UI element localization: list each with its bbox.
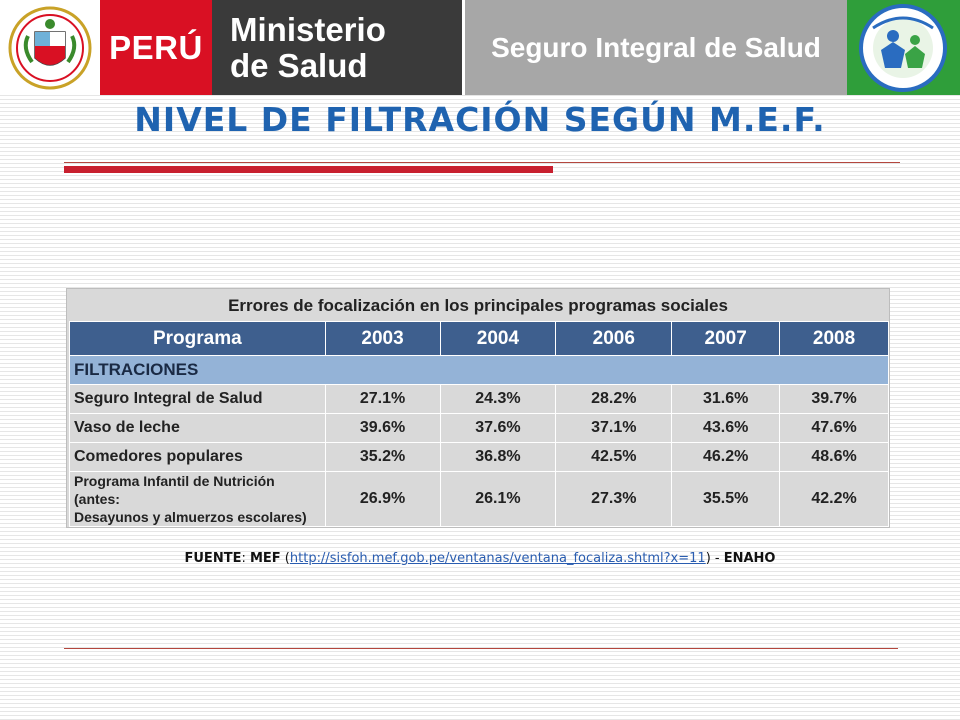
bottom-rule (64, 648, 898, 649)
peru-label: PERÚ (109, 28, 203, 66)
source-note: FUENTE: MEF (http://sisfoh.mef.gob.pe/ve… (0, 551, 960, 566)
value-cell: 42.2% (779, 471, 889, 527)
coat-of-arms-logo (0, 0, 100, 95)
top-rule-thick (64, 166, 553, 173)
value-cell: 47.6% (779, 413, 889, 443)
value-cell: 43.6% (671, 413, 781, 443)
value-cell: 35.5% (671, 471, 781, 527)
value-cell: 28.2% (555, 384, 673, 414)
top-rule-thin (64, 162, 900, 163)
value-cell: 26.9% (324, 471, 441, 527)
value-cell: 46.2% (671, 442, 781, 472)
value-cell: 39.6% (324, 413, 441, 443)
peru-seal-icon (8, 6, 92, 90)
value-cell: 35.2% (324, 442, 441, 472)
ministry-brand: Ministerio de Salud (212, 0, 462, 95)
header-banner: PERÚ Ministerio de Salud Seguro Integral… (0, 0, 960, 95)
program-name-line-2: Desayunos y almuerzos escolares) (74, 509, 307, 525)
value-cell: 31.6% (671, 384, 781, 414)
focalization-table: Programa 2003 2004 2006 2007 2008 FILTRA… (69, 321, 889, 527)
source-close: ) - (705, 551, 724, 566)
source-label: FUENTE (184, 551, 242, 566)
value-cell: 42.5% (555, 442, 673, 472)
column-header: 2008 (779, 321, 889, 356)
program-name-line-1: Programa Infantil de Nutrición (antes: (74, 473, 275, 507)
column-header: 2007 (671, 321, 781, 356)
program-name: Programa Infantil de Nutrición (antes: D… (69, 471, 326, 527)
slide-title: NIVEL DE FILTRACIÓN SEGÚN M.E.F. (134, 100, 826, 139)
value-cell: 37.6% (439, 413, 557, 443)
program-name: Comedores populares (69, 442, 326, 472)
source-link[interactable]: http://sisfoh.mef.gob.pe/ventanas/ventan… (289, 551, 706, 566)
table-header-row: Programa 2003 2004 2006 2007 2008 (69, 321, 889, 356)
table-row: Programa Infantil de Nutrición (antes: D… (69, 471, 889, 527)
sis-brand: Seguro Integral de Salud (462, 0, 847, 95)
program-name: Vaso de leche (69, 413, 326, 443)
value-cell: 24.3% (439, 384, 557, 414)
aseguramiento-emblem-icon (859, 4, 947, 92)
program-name: Seguro Integral de Salud (69, 384, 326, 414)
section-row: FILTRACIONES (69, 355, 889, 385)
source-separator: : (241, 551, 250, 566)
table-row: Seguro Integral de Salud 27.1% 24.3% 28.… (69, 384, 889, 414)
value-cell: 48.6% (779, 442, 889, 472)
table-row: Comedores populares 35.2% 36.8% 42.5% 46… (69, 442, 889, 472)
focalization-table-panel: Errores de focalización en los principal… (66, 288, 890, 528)
column-header: Programa (69, 321, 326, 356)
value-cell: 37.1% (555, 413, 673, 443)
column-header: 2003 (324, 321, 441, 356)
section-label: FILTRACIONES (69, 355, 889, 385)
source-open-paren: ( (280, 551, 290, 566)
value-cell: 27.1% (324, 384, 441, 414)
peru-brand: PERÚ (100, 0, 212, 95)
ministry-line-2: de Salud (230, 46, 368, 84)
table-row: Vaso de leche 39.6% 37.6% 37.1% 43.6% 47… (69, 413, 889, 443)
source-org: MEF (249, 551, 281, 566)
value-cell: 27.3% (555, 471, 673, 527)
column-header: 2006 (555, 321, 673, 356)
value-cell: 26.1% (439, 471, 557, 527)
value-cell: 39.7% (779, 384, 889, 414)
aseguramiento-logo (847, 0, 960, 95)
source-enaho: ENAHO (723, 551, 776, 566)
sis-label: Seguro Integral de Salud (491, 31, 821, 63)
ministry-line-1: Ministerio (230, 10, 386, 48)
table-caption: Errores de focalización en los principal… (228, 296, 728, 315)
column-header: 2004 (439, 321, 557, 356)
value-cell: 36.8% (439, 442, 557, 472)
